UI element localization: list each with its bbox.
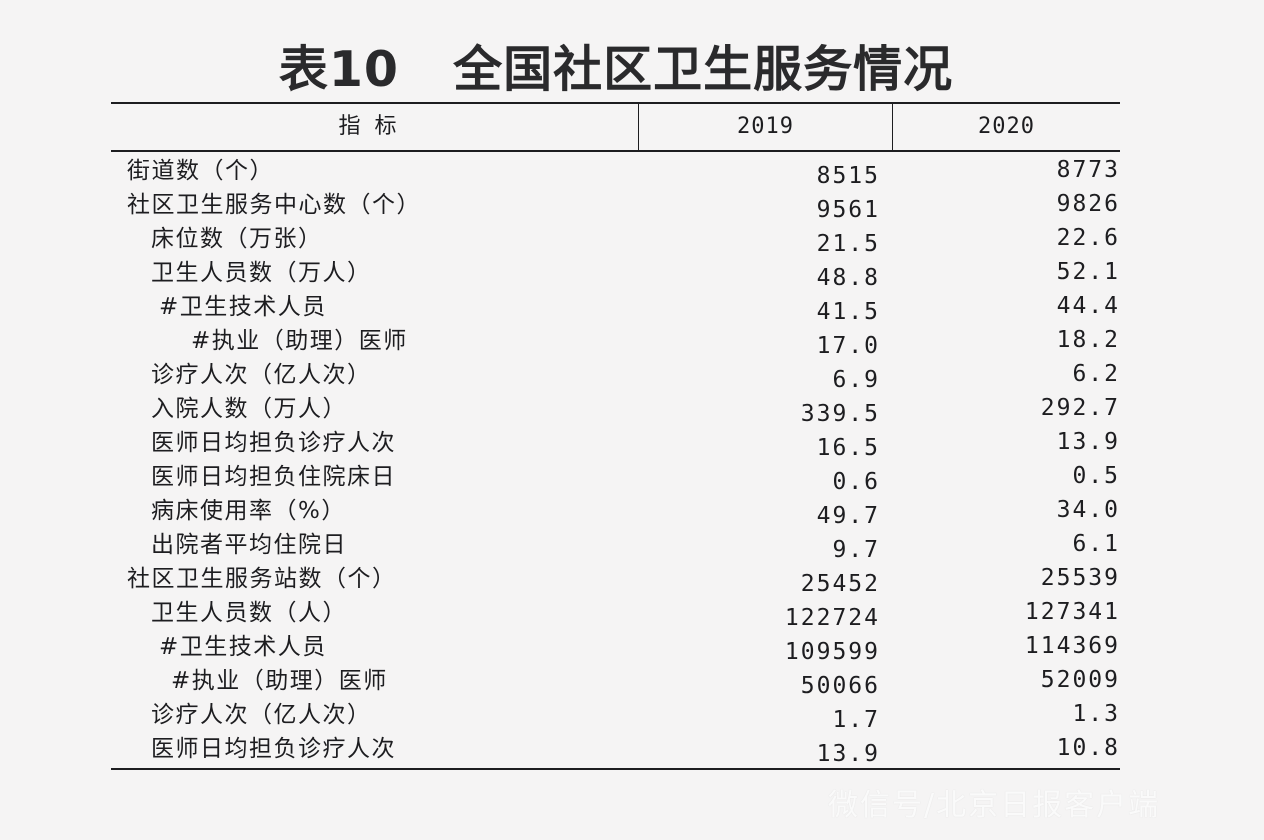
value-2019: 49.7 xyxy=(816,503,880,529)
value-2020: 52009 xyxy=(1040,667,1120,693)
value-2020: 25539 xyxy=(1040,565,1120,591)
value-2020: 22.6 xyxy=(1056,225,1120,251)
value-2019: 339.5 xyxy=(800,401,880,427)
table-row: 出院者平均住院日 9.7 6.1 xyxy=(111,528,1120,563)
row-label: 诊疗人次（亿人次） xyxy=(151,702,372,728)
value-2020: 44.4 xyxy=(1056,293,1120,319)
value-2019: 9.7 xyxy=(832,537,880,563)
row-label: 卫生人员数（人） xyxy=(151,600,347,626)
table-row: #卫生技术人员 41.5 44.4 xyxy=(111,290,1120,325)
value-2020: 0.5 xyxy=(1072,463,1120,489)
table-row: 社区卫生服务中心数（个） 9561 9826 xyxy=(111,188,1120,223)
row-label: 医师日均担负诊疗人次 xyxy=(151,430,396,456)
value-2020: 10.8 xyxy=(1056,735,1120,761)
row-label: 病床使用率（%） xyxy=(151,498,346,524)
value-2019: 48.8 xyxy=(816,265,880,291)
table-header: 指标 2019 2020 xyxy=(111,102,1120,152)
table-row: 诊疗人次（亿人次） 6.9 6.2 xyxy=(111,358,1120,393)
row-label: 社区卫生服务站数（个） xyxy=(127,566,397,592)
table-row: 社区卫生服务站数（个） 25452 25539 xyxy=(111,562,1120,597)
value-2019: 21.5 xyxy=(816,231,880,257)
row-label: 街道数（个） xyxy=(127,158,274,184)
table-row: #卫生技术人员 109599 114369 xyxy=(111,630,1120,665)
row-label: 出院者平均住院日 xyxy=(151,532,347,558)
table-row: 诊疗人次（亿人次） 1.7 1.3 xyxy=(111,698,1120,733)
value-2019: 1.7 xyxy=(832,707,880,733)
value-2020: 6.1 xyxy=(1072,531,1120,557)
table-row: 床位数（万张） 21.5 22.6 xyxy=(111,222,1120,257)
value-2020: 6.2 xyxy=(1072,361,1120,387)
statistics-table: 指标 2019 2020 街道数（个） 8515 8773 社区卫生服务中心数（个） 9… xyxy=(111,102,1120,770)
header-divider xyxy=(638,104,639,150)
row-label: #执业（助理）医师 xyxy=(171,668,388,694)
table-bottom-rule xyxy=(111,768,1120,770)
table-row: 入院人数（万人） 339.5 292.7 xyxy=(111,392,1120,427)
row-label: 卫生人员数（万人） xyxy=(151,260,372,286)
table-row: #执业（助理）医师 17.0 18.2 xyxy=(111,324,1120,359)
row-label: 入院人数（万人） xyxy=(151,396,347,422)
table-row: 卫生人员数（人） 122724 127341 xyxy=(111,596,1120,631)
value-2019: 13.9 xyxy=(816,741,880,767)
value-2019: 25452 xyxy=(800,571,880,597)
table-row: 街道数（个） 8515 8773 xyxy=(111,154,1120,189)
page-title: 表10 全国社区卫生服务情况 xyxy=(278,41,954,98)
value-2020: 9826 xyxy=(1056,191,1120,217)
value-2020: 8773 xyxy=(1056,157,1120,183)
value-2020: 114369 xyxy=(1024,633,1120,659)
value-2019: 17.0 xyxy=(816,333,880,359)
row-label: #卫生技术人员 xyxy=(159,294,327,320)
value-2020: 52.1 xyxy=(1056,259,1120,285)
header-year-2020: 2020 xyxy=(978,114,1035,139)
row-label: 床位数（万张） xyxy=(151,226,323,252)
table-row: 病床使用率（%） 49.7 34.0 xyxy=(111,494,1120,529)
value-2019: 9561 xyxy=(816,197,880,223)
row-label: 医师日均担负住院床日 xyxy=(151,464,396,490)
table-body: 街道数（个） 8515 8773 社区卫生服务中心数（个） 9561 9826 床位数（万张… xyxy=(111,152,1120,767)
value-2019: 109599 xyxy=(784,639,880,665)
value-2020: 13.9 xyxy=(1056,429,1120,455)
header-year-2019: 2019 xyxy=(737,114,794,139)
table-row: #执业（助理）医师 50066 52009 xyxy=(111,664,1120,699)
value-2020: 34.0 xyxy=(1056,497,1120,523)
table-row: 医师日均担负诊疗人次 16.5 13.9 xyxy=(111,426,1120,461)
value-2020: 292.7 xyxy=(1040,395,1120,421)
value-2019: 122724 xyxy=(784,605,880,631)
value-2020: 127341 xyxy=(1024,599,1120,625)
table-row: 医师日均担负住院床日 0.6 0.5 xyxy=(111,460,1120,495)
row-label: 医师日均担负诊疗人次 xyxy=(151,736,396,762)
value-2019: 41.5 xyxy=(816,299,880,325)
header-divider xyxy=(892,104,893,150)
value-2019: 50066 xyxy=(800,673,880,699)
table-row: 医师日均担负诊疗人次 13.9 10.8 xyxy=(111,732,1120,767)
row-label: #卫生技术人员 xyxy=(159,634,327,660)
row-label: 诊疗人次（亿人次） xyxy=(151,362,372,388)
row-label: #执业（助理）医师 xyxy=(191,328,408,354)
value-2019: 0.6 xyxy=(832,469,880,495)
value-2020: 1.3 xyxy=(1072,701,1120,727)
value-2019: 8515 xyxy=(816,163,880,189)
value-2019: 16.5 xyxy=(816,435,880,461)
row-label: 社区卫生服务中心数（个） xyxy=(127,192,421,218)
watermark: 微信号/北京日报客户端 xyxy=(828,788,1161,823)
value-2019: 6.9 xyxy=(832,367,880,393)
header-indicator: 指标 xyxy=(338,114,411,139)
value-2020: 18.2 xyxy=(1056,327,1120,353)
table-row: 卫生人员数（万人） 48.8 52.1 xyxy=(111,256,1120,291)
